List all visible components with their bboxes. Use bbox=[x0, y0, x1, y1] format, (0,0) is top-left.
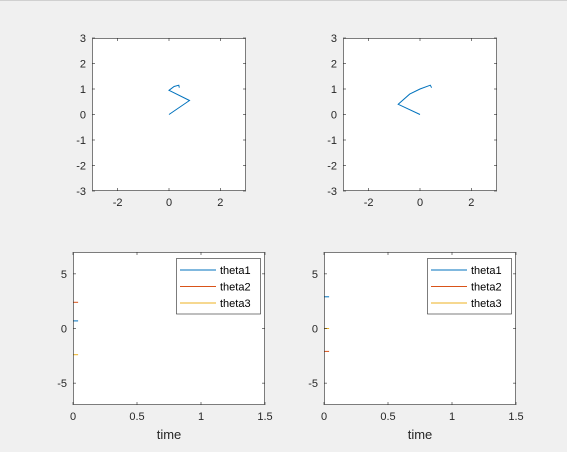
x-axis-label: time bbox=[157, 427, 182, 442]
legend: theta1 theta2 theta3 bbox=[176, 258, 261, 315]
y-tick-label: 0 bbox=[80, 110, 86, 122]
x-tick-label: 1.5 bbox=[257, 411, 272, 423]
axes-top-left: -2 0 2 3 2 1 0 -1 -2 -3 bbox=[76, 33, 246, 209]
y-tick-label: -3 bbox=[76, 186, 86, 198]
legend-label-theta3: theta3 bbox=[220, 298, 251, 310]
y-tick-label: 2 bbox=[331, 59, 337, 71]
y-tick-label: -5 bbox=[57, 378, 67, 390]
x-tick-label: -2 bbox=[364, 197, 374, 209]
y-tick-label: 2 bbox=[80, 59, 86, 71]
x-tick-label: -2 bbox=[113, 197, 123, 209]
x-tick-label: 0 bbox=[70, 411, 76, 423]
axes-bottom-left: 0 0.5 1 1.5 5 0 -5 time theta1 theta2 theta3 bbox=[57, 252, 273, 442]
legend-label-theta3: theta3 bbox=[471, 298, 502, 310]
legend-label-theta2: theta2 bbox=[471, 282, 502, 294]
y-tick-label: -1 bbox=[76, 135, 86, 147]
axes-top-right: -2 0 2 3 2 1 0 -1 -2 -3 bbox=[327, 33, 497, 209]
x-tick-label: 1.5 bbox=[508, 411, 523, 423]
y-tick-label: -2 bbox=[327, 161, 337, 173]
x-axis-label: time bbox=[408, 427, 433, 442]
y-tick-label: -3 bbox=[327, 186, 337, 198]
x-tick-label: 1 bbox=[198, 411, 204, 423]
y-tick-label: -1 bbox=[327, 135, 337, 147]
x-tick-label: 0.5 bbox=[380, 411, 395, 423]
y-tick-label: 5 bbox=[312, 269, 318, 281]
y-tick-label: 3 bbox=[80, 33, 86, 45]
x-tick-label: 0 bbox=[417, 197, 423, 209]
series-group bbox=[168, 84, 191, 115]
y-tick-label: 0 bbox=[61, 324, 67, 336]
y-tick-label: 0 bbox=[312, 324, 318, 336]
legend: theta1 theta2 theta3 bbox=[427, 258, 512, 315]
legend-label-theta1: theta1 bbox=[471, 265, 502, 277]
legend-label-theta2: theta2 bbox=[220, 282, 251, 294]
y-tick-label: 3 bbox=[331, 33, 337, 45]
x-tick-label: 2 bbox=[217, 197, 223, 209]
series-group bbox=[397, 84, 433, 115]
x-tick-label: 0 bbox=[166, 197, 172, 209]
y-tick-label: 1 bbox=[80, 84, 86, 96]
x-tick-label: 0.5 bbox=[129, 411, 144, 423]
series-group bbox=[73, 301, 79, 356]
y-tick-label: -5 bbox=[308, 378, 318, 390]
axes-bottom-right: 0 0.5 1 1.5 5 0 -5 time theta1 theta2 theta3 bbox=[308, 252, 524, 442]
series-line-arm bbox=[168, 84, 191, 115]
x-tick-label: 0 bbox=[321, 411, 327, 423]
series-line-arm bbox=[397, 84, 433, 115]
y-tick-label: 5 bbox=[61, 269, 67, 281]
x-tick-label: 2 bbox=[468, 197, 474, 209]
y-tick-label: 0 bbox=[331, 110, 337, 122]
y-tick-label: 1 bbox=[331, 84, 337, 96]
legend-label-theta1: theta1 bbox=[220, 265, 251, 277]
x-tick-label: 1 bbox=[449, 411, 455, 423]
y-tick-label: -2 bbox=[76, 161, 86, 173]
